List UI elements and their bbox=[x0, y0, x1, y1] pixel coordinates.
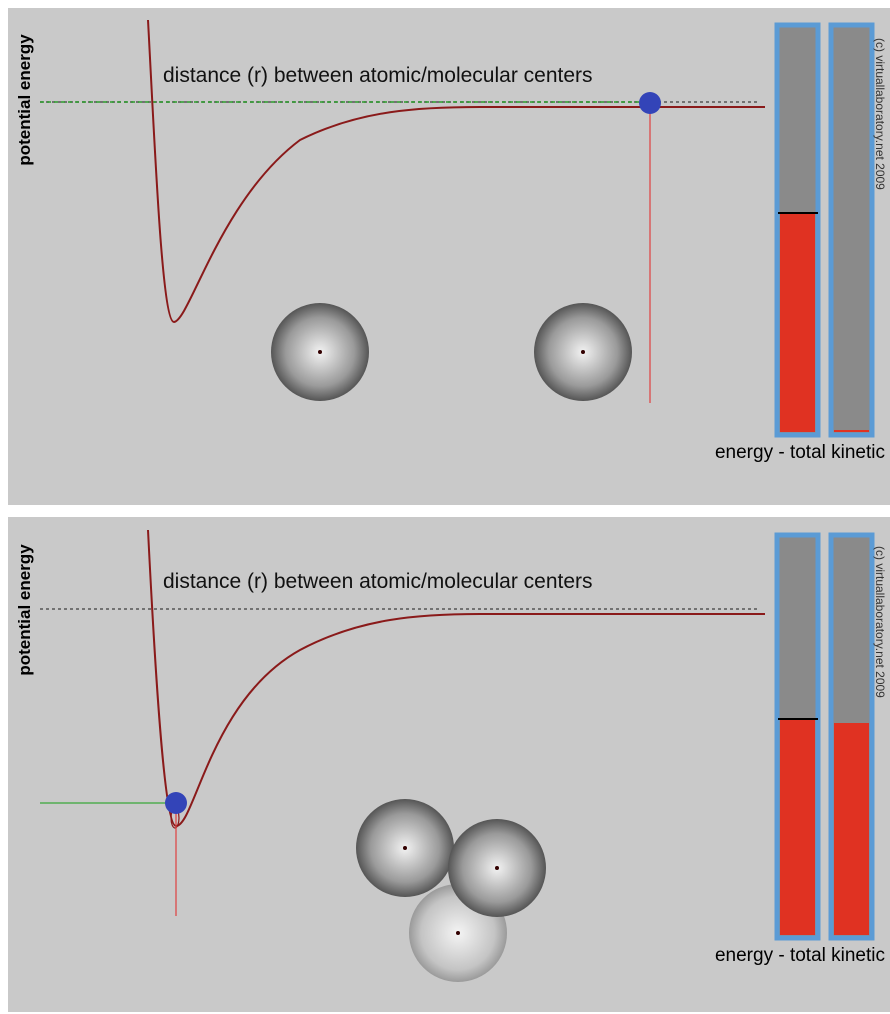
bar-label: energy - total kinetic bbox=[715, 945, 885, 966]
nucleus bbox=[318, 350, 322, 354]
panel: potential energy distance (r) between at… bbox=[8, 517, 890, 1012]
copyright: (c) virtuallaboratory.net 2009 bbox=[873, 38, 887, 190]
nucleus bbox=[581, 350, 585, 354]
y-axis-label: potential energy bbox=[15, 544, 34, 676]
kinetic-energy-fill bbox=[834, 430, 869, 432]
kinetic-energy-fill bbox=[834, 723, 869, 935]
x-axis-label: distance (r) between atomic/molecular ce… bbox=[163, 570, 593, 593]
copyright: (c) virtuallaboratory.net 2009 bbox=[873, 546, 887, 698]
total-energy-fill bbox=[780, 213, 815, 432]
nucleus bbox=[495, 866, 499, 870]
state-dot bbox=[639, 92, 661, 114]
kinetic-energy-bar bbox=[831, 25, 872, 435]
y-axis-label: potential energy bbox=[15, 34, 34, 166]
simulation-screenshot: potential energy distance (r) between at… bbox=[0, 0, 890, 1014]
panel: potential energy distance (r) between at… bbox=[8, 8, 890, 505]
bar-label: energy - total kinetic bbox=[715, 442, 885, 463]
x-axis-label: distance (r) between atomic/molecular ce… bbox=[163, 64, 593, 87]
nucleus bbox=[403, 846, 407, 850]
nucleus bbox=[456, 931, 460, 935]
total-energy-fill bbox=[780, 719, 815, 935]
state-dot bbox=[165, 792, 187, 814]
